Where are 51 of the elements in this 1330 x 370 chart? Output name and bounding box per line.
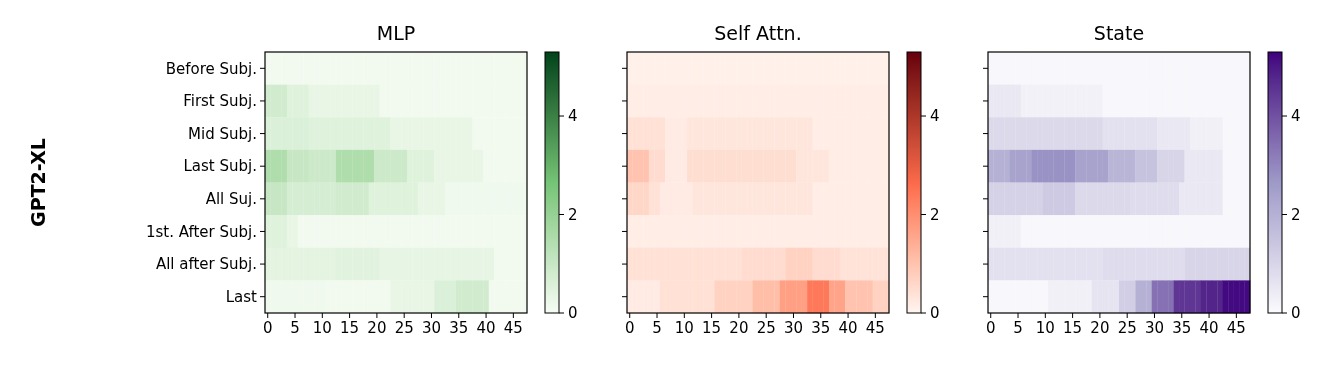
color-bar-label: 2 [930,205,940,224]
x-tick-label: 40 [838,319,858,337]
x-tick-label: 20 [729,319,749,337]
x-tick-label: 0 [985,319,996,337]
color-bar-label: 2 [1291,205,1301,224]
x-tick-label: 30 [783,319,804,337]
y-tick-label: 1st. After Subj. [145,222,257,241]
y-tick-label: Last [225,287,258,306]
x-tick-label: 0 [624,319,635,337]
x-tick-label: 20 [367,319,387,337]
x-tick-label: 5 [290,319,300,337]
color-bar-label: 4 [930,107,940,126]
x-tick-label: 15 [702,319,722,337]
y-tick-label: Last Subj. [183,157,257,176]
x-tick-label: 15 [340,319,360,337]
color-bar-label: 2 [568,205,578,224]
color-bar-label: 0 [930,304,940,323]
x-tick-label: 25 [394,319,414,337]
x-tick-label: 5 [652,319,662,337]
x-tick-label: 45 [865,319,885,337]
chart-title: State [1093,22,1145,44]
x-tick-label: 10 [674,319,694,337]
color-bar-label: 0 [568,304,578,323]
x-tick-label: 5 [1013,319,1023,337]
y-tick-label: First Subj. [183,92,257,111]
x-tick-label: 35 [1172,319,1192,337]
chart-title: Self Attn. [714,22,802,44]
chart-title: MLP [376,22,416,44]
y-tick-label: Mid Subj. [188,124,257,143]
x-tick-label: 40 [1199,319,1219,337]
x-tick-label: 10 [1035,319,1055,337]
x-tick-label: 15 [1063,319,1083,337]
color-bar-label: 4 [568,107,578,126]
y-tick-label: All Suj. [205,190,257,209]
y-tick-label: All after Subj. [155,255,257,274]
x-tick-label: 35 [811,319,831,337]
y-tick-label: Before Subj. [165,59,257,78]
x-tick-label: 0 [262,319,273,337]
x-tick-label: 25 [756,319,776,337]
y-axis-title: GPT2-XL [27,138,49,227]
x-tick-label: 45 [1226,319,1246,337]
x-tick-label: 35 [449,319,469,337]
x-tick-label: 40 [476,319,496,337]
x-tick-label: 45 [503,319,523,337]
color-bar-label: 4 [1291,107,1301,126]
x-tick-label: 10 [312,319,332,337]
x-tick-label: 30 [1144,319,1165,337]
x-tick-label: 25 [1117,319,1137,337]
x-tick-label: 20 [1090,319,1110,337]
x-tick-label: 30 [421,319,442,337]
color-bar-label: 0 [1291,304,1301,323]
